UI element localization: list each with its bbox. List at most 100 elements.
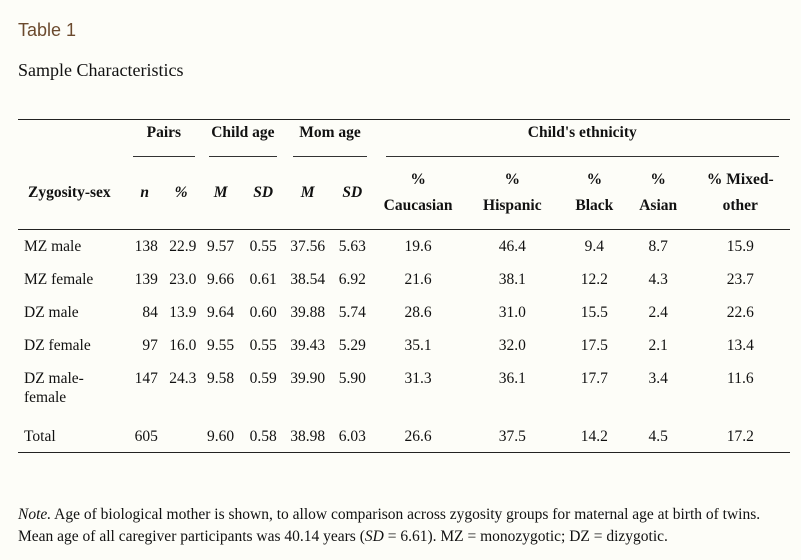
row-label: DZ male-female (24, 369, 84, 406)
cell-caucasian: 28.6 (404, 303, 432, 321)
cell-black: 14.2 (580, 427, 608, 445)
table-title: Sample Characteristics (18, 60, 184, 80)
cell-pct: 22.9 (169, 238, 197, 255)
cell-hispanic: 36.1 (498, 369, 526, 387)
cell-hispanic: 37.5 (498, 427, 526, 445)
cell-child-sd: 0.59 (249, 369, 277, 387)
cell-black: 17.5 (580, 336, 608, 354)
table-row: MZ female 139 23.0 9.66 0.61 38.54 6.92 21.6 38.… (18, 263, 790, 296)
col-header-n: n (140, 184, 149, 201)
note-text-1: Age of biological mother is shown, to al… (18, 506, 761, 545)
cell-pct (162, 420, 200, 453)
cell-mom-sd: 5.74 (338, 303, 366, 321)
column-header-row: Zygosity-sex n % M SD M SD % Caucasian % H… (18, 157, 790, 230)
cell-pct: 24.3 (169, 369, 197, 387)
cell-asian: 4.5 (648, 427, 668, 445)
note-text-2: = 6.61). MZ = monozygotic; DZ = dizygoti… (383, 528, 668, 545)
cell-pct: 13.9 (169, 303, 197, 321)
cell-child-m: 9.55 (207, 336, 235, 354)
cell-mixed: 17.2 (726, 427, 754, 445)
cell-asian: 3.4 (648, 369, 668, 387)
cell-child-sd: 0.61 (249, 270, 277, 288)
cell-hispanic: 31.0 (498, 303, 526, 321)
group-header-row: Pairs Child age Mom age Child's ethnicit… (18, 120, 790, 157)
cell-caucasian: 26.6 (404, 427, 432, 445)
cell-mom-sd: 6.92 (338, 270, 366, 288)
col-header-child-sd: SD (253, 184, 274, 201)
col-header-asian: % Asian (639, 171, 678, 214)
cell-mom-sd: 5.29 (338, 336, 366, 354)
cell-hispanic: 46.4 (498, 238, 526, 255)
cell-caucasian: 21.6 (404, 270, 432, 288)
cell-n: 138 (134, 238, 158, 255)
row-label: DZ male (24, 303, 79, 321)
cell-mom-m: 39.90 (290, 369, 326, 387)
cell-n: 605 (134, 427, 158, 445)
cell-mixed: 13.4 (726, 336, 754, 354)
cell-child-sd: 0.60 (249, 303, 277, 321)
cell-black: 17.7 (580, 369, 608, 387)
cell-asian: 2.4 (648, 303, 668, 321)
cell-child-m: 9.60 (207, 427, 235, 445)
group-header-ethnicity: Child's ethnicity (375, 120, 790, 157)
cell-asian: 4.3 (648, 270, 668, 288)
col-header-child-m: M (213, 184, 228, 201)
cell-mixed: 15.9 (726, 238, 754, 255)
table-row: DZ female 97 16.0 9.55 0.55 39.43 5.29 35.1 32.0… (18, 329, 790, 362)
cell-mom-m: 38.98 (290, 427, 326, 445)
row-label: MZ female (24, 270, 94, 288)
col-header-mom-m: M (300, 184, 315, 201)
table-note: Note. Age of biological mother is shown,… (18, 504, 788, 548)
cell-n: 84 (142, 303, 158, 321)
cell-black: 15.5 (580, 303, 608, 321)
cell-mixed: 23.7 (726, 270, 754, 288)
cell-mixed: 22.6 (726, 303, 754, 321)
cell-mixed: 11.6 (727, 369, 754, 387)
cell-caucasian: 19.6 (404, 238, 432, 255)
cell-n: 147 (134, 369, 158, 387)
cell-hispanic: 32.0 (498, 336, 526, 354)
cell-child-sd: 0.55 (249, 336, 277, 354)
table-row: DZ male 84 13.9 9.64 0.60 39.88 5.74 28.6 31.0 15… (18, 296, 790, 329)
cell-black: 12.2 (580, 270, 608, 288)
cell-mom-m: 39.43 (290, 336, 326, 354)
col-header-pct: % (174, 184, 188, 201)
cell-child-m: 9.66 (207, 270, 235, 288)
group-header-mom-age: Mom age (285, 120, 374, 157)
row-label: Total (24, 427, 56, 445)
note-sd-label: SD (364, 528, 384, 545)
cell-mom-m: 37.56 (290, 238, 326, 255)
table-row: MZ male 138 22.9 9.57 0.55 37.56 5.63 19.6 46.4 9… (18, 230, 790, 263)
row-label: DZ female (24, 336, 91, 354)
table-row: Total 605 9.60 0.58 38.98 6.03 26.6 37.5 14.2 4.5… (18, 420, 790, 453)
cell-n: 97 (142, 336, 158, 354)
note-label: Note. (18, 506, 52, 523)
cell-n: 139 (134, 270, 158, 288)
cell-child-m: 9.64 (207, 303, 235, 321)
cell-mom-sd: 6.03 (338, 427, 366, 445)
cell-caucasian: 31.3 (404, 369, 432, 387)
cell-mom-sd: 5.90 (338, 369, 366, 387)
cell-pct: 16.0 (169, 336, 197, 354)
col-header-black: % Black (575, 171, 614, 214)
sample-characteristics-table: Pairs Child age Mom age Child's ethnicit… (18, 119, 790, 453)
cell-child-m: 9.57 (207, 238, 235, 255)
row-label: MZ male (24, 238, 82, 255)
col-header-caucasian: % Caucasian (383, 171, 453, 214)
col-header-hispanic: % Hispanic (483, 171, 542, 214)
table-label: Table 1 (18, 20, 77, 40)
cell-pct: 23.0 (169, 270, 197, 288)
cell-asian: 2.1 (648, 336, 668, 354)
col-header-mom-sd: SD (342, 184, 363, 201)
cell-mom-m: 39.88 (290, 303, 326, 321)
cell-mom-sd: 5.63 (338, 238, 366, 255)
cell-hispanic: 38.1 (498, 270, 526, 288)
group-header-pairs: Pairs (127, 120, 200, 157)
cell-black: 9.4 (584, 238, 605, 255)
cell-caucasian: 35.1 (404, 336, 432, 354)
cell-child-m: 9.58 (207, 369, 235, 387)
cell-mom-m: 38.54 (290, 270, 326, 288)
cell-child-sd: 0.55 (249, 238, 277, 255)
group-header-child-age: Child age (200, 120, 285, 157)
col-header-zygosity: Zygosity-sex (28, 184, 111, 201)
